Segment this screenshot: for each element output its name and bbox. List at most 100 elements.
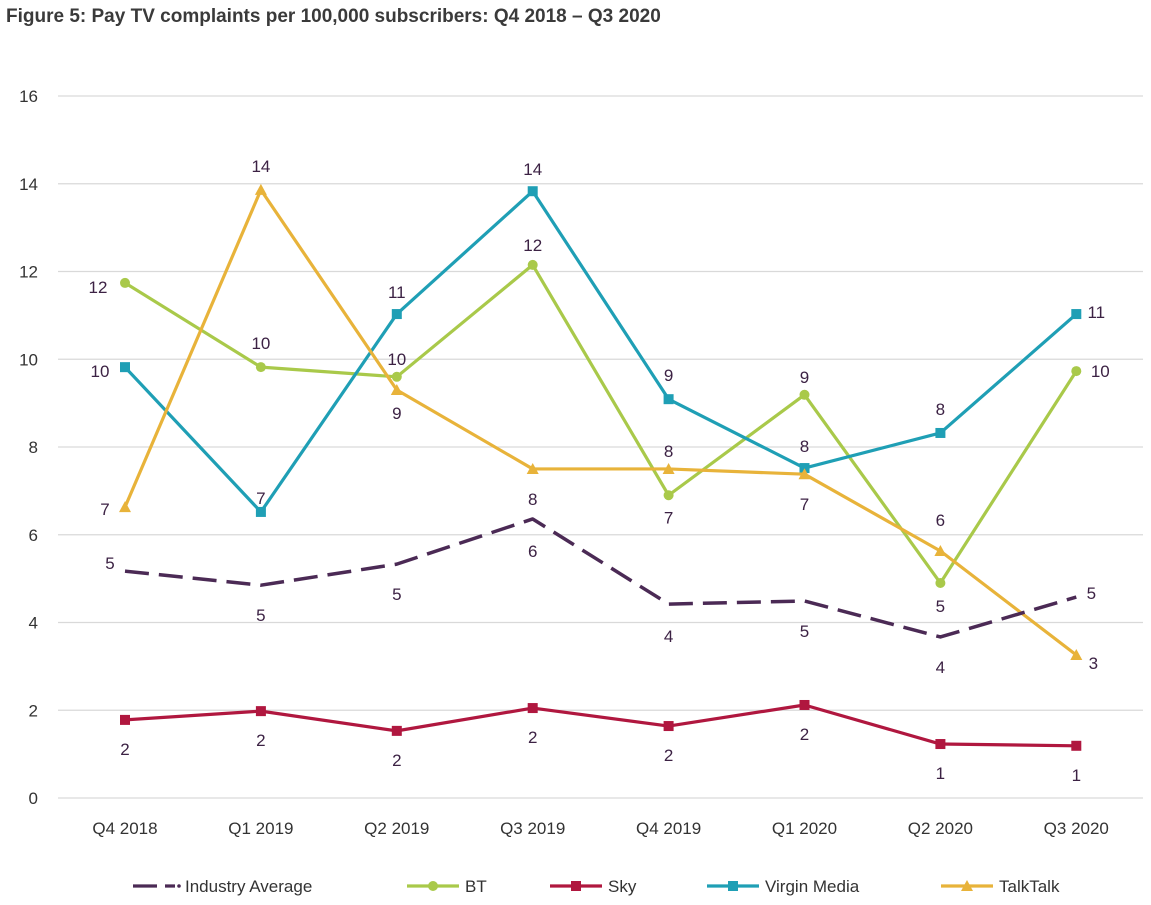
y-tick-label: 2 <box>29 701 38 720</box>
data-label: 7 <box>664 508 673 527</box>
data-point <box>527 259 538 270</box>
series-industry-average: 5 5 5 6 4 5 4 5 <box>105 517 1096 677</box>
data-point <box>1070 648 1083 660</box>
data-point <box>119 501 131 513</box>
x-tick-label: Q2 2019 <box>364 819 429 838</box>
data-point <box>799 389 810 400</box>
x-tick-label: Q1 2019 <box>228 819 293 838</box>
data-label: 5 <box>1087 584 1096 603</box>
data-point <box>120 277 130 288</box>
data-label: 2 <box>256 731 265 750</box>
data-label: 5 <box>936 597 945 616</box>
data-label: 14 <box>251 157 270 176</box>
data-label: 9 <box>800 368 809 387</box>
data-point <box>662 462 675 474</box>
data-label: 12 <box>523 236 542 255</box>
legend-item: BT <box>407 877 487 896</box>
x-tick-label: Q3 2020 <box>1044 819 1109 838</box>
data-point <box>255 706 266 717</box>
legend-item: Industry Average <box>133 877 312 896</box>
x-tick-label: Q3 2019 <box>500 819 565 838</box>
series-talktalk: 7 14 9 8 8 7 6 3 <box>100 157 1098 673</box>
legend-item: Virgin Media <box>707 877 860 896</box>
data-point <box>935 427 946 438</box>
data-label: 3 <box>1089 654 1098 673</box>
data-point <box>934 544 947 556</box>
data-label: 8 <box>800 437 809 456</box>
data-label: 8 <box>936 400 945 419</box>
data-label: 9 <box>392 404 401 423</box>
y-tick-label: 16 <box>19 87 38 106</box>
data-point <box>663 721 674 732</box>
data-point <box>527 703 538 714</box>
data-label: 10 <box>1091 362 1110 381</box>
y-tick-label: 12 <box>19 263 38 282</box>
y-tick-label: 4 <box>29 614 38 633</box>
data-label: 1 <box>1072 766 1081 785</box>
data-label: 11 <box>1087 303 1105 322</box>
data-label: 2 <box>800 725 809 744</box>
series-line <box>123 188 1078 657</box>
data-label: 10 <box>91 362 110 381</box>
data-label: 7 <box>100 500 109 519</box>
data-label: 2 <box>120 740 129 759</box>
data-point <box>390 383 403 395</box>
x-tick-label: Q4 2018 <box>92 819 157 838</box>
data-label: 2 <box>664 746 673 765</box>
data-label: 2 <box>528 728 537 747</box>
data-label: 11 <box>388 283 406 302</box>
data-point <box>799 463 810 474</box>
data-point <box>935 578 946 589</box>
x-tick-label: Q2 2020 <box>908 819 973 838</box>
data-label: 5 <box>256 606 265 625</box>
data-point <box>571 881 581 891</box>
data-label: 4 <box>936 658 945 677</box>
legend-label: Industry Average <box>185 877 312 896</box>
series-line <box>124 263 1078 585</box>
data-label: 1 <box>936 764 945 783</box>
data-label: 10 <box>387 350 406 369</box>
series-line <box>124 517 1077 639</box>
data-point <box>255 362 266 373</box>
legend-item: TalkTalk <box>941 877 1060 896</box>
legend-label: Sky <box>608 877 637 896</box>
legend-label: TalkTalk <box>999 877 1060 896</box>
data-point <box>254 183 267 195</box>
series-virgin-media: 10 7 11 14 9 8 8 11 <box>91 160 1105 517</box>
data-label: 2 <box>392 751 401 770</box>
series-line <box>123 189 1078 514</box>
data-point <box>799 699 810 710</box>
data-label: 5 <box>800 622 809 641</box>
chart-title: Figure 5: Pay TV complaints per 100,000 … <box>6 6 661 27</box>
legend-label: Virgin Media <box>765 877 860 896</box>
data-point <box>120 362 130 373</box>
series-sky: 2 2 2 2 2 2 1 1 <box>120 699 1082 785</box>
series-line <box>124 703 1077 748</box>
data-point <box>391 309 402 320</box>
data-label: 7 <box>256 489 265 508</box>
x-tick-label: Q1 2020 <box>772 819 837 838</box>
y-tick-label: 8 <box>29 438 38 457</box>
data-label: 12 <box>89 278 108 297</box>
data-point <box>728 881 738 891</box>
data-label: 5 <box>392 585 401 604</box>
data-point <box>391 371 402 382</box>
data-point <box>961 880 973 891</box>
legend-label: BT <box>465 877 487 896</box>
y-tick-label: 10 <box>19 350 38 369</box>
data-label: 14 <box>523 160 542 179</box>
y-tick-label: 6 <box>29 526 38 545</box>
data-point <box>1071 309 1082 320</box>
legend-item: Sky <box>550 877 637 896</box>
data-label: 9 <box>664 366 673 385</box>
data-point <box>1071 740 1082 751</box>
data-point <box>120 714 130 725</box>
data-label: 8 <box>664 442 673 461</box>
data-point <box>527 186 538 197</box>
data-label: 4 <box>664 627 673 646</box>
data-label: 5 <box>105 554 114 573</box>
x-tick-label: Q4 2019 <box>636 819 701 838</box>
y-tick-label: 14 <box>19 175 38 194</box>
data-label: 6 <box>936 511 945 530</box>
